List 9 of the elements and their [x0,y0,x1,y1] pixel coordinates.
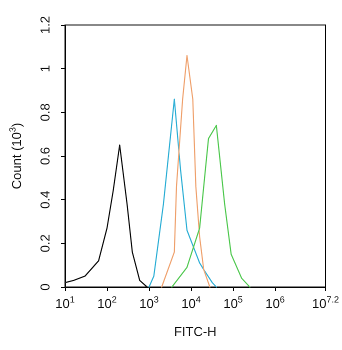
y-tick-label: 0.2 [38,234,52,252]
y-tick-label: 1 [38,65,52,72]
x-axis-title: FITC-H [174,324,217,339]
y-tick-label: 1.2 [38,16,52,34]
y-tick-label: 0 [38,283,52,291]
y-tick-label: 0.8 [38,103,52,122]
y-axis-title: Count (103) [8,122,24,190]
y-tick-label: 0.6 [38,146,52,166]
y-tick-label: 0.4 [38,190,52,209]
